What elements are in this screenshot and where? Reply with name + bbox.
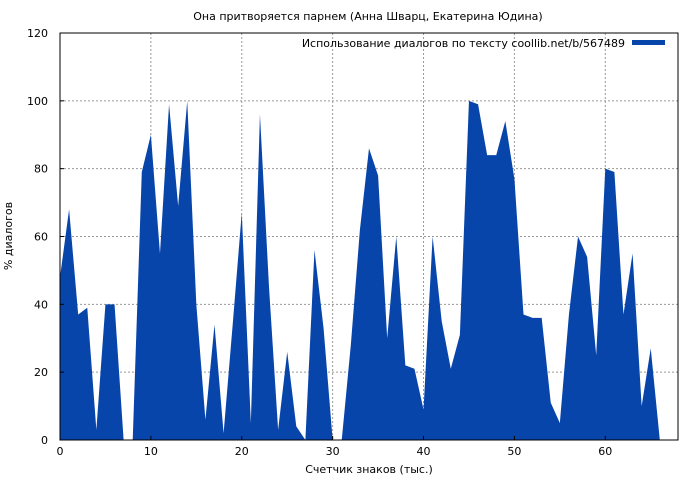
x-tick-label: 20 — [235, 445, 249, 458]
legend-label: Использование диалогов по тексту coollib… — [302, 37, 625, 50]
x-tick-label: 40 — [417, 445, 431, 458]
x-tick-label: 0 — [57, 445, 64, 458]
y-tick-label: 120 — [27, 27, 48, 40]
y-axis: 0 20 40 60 80 100 120 — [27, 27, 64, 447]
x-tick-label: 60 — [598, 445, 612, 458]
x-axis: 0 10 20 30 40 50 60 — [57, 436, 612, 458]
y-tick-label: 0 — [41, 434, 48, 447]
y-tick-label: 40 — [34, 298, 48, 311]
x-tick-label: 50 — [507, 445, 521, 458]
x-axis-label: Счетчик знаков (тыс.) — [305, 463, 433, 476]
legend: Использование диалогов по тексту coollib… — [302, 37, 665, 50]
y-tick-label: 60 — [34, 231, 48, 244]
y-axis-label: % диалогов — [2, 202, 15, 270]
x-tick-label: 10 — [144, 445, 158, 458]
chart-title: Она притворяется парнем (Анна Шварц, Ека… — [193, 10, 542, 23]
legend-swatch — [632, 40, 665, 45]
y-tick-label: 20 — [34, 366, 48, 379]
y-tick-label: 80 — [34, 163, 48, 176]
series-area — [60, 100, 669, 440]
y-tick-label: 100 — [27, 95, 48, 108]
series-area-layer — [60, 100, 669, 440]
x-tick-label: 30 — [326, 445, 340, 458]
